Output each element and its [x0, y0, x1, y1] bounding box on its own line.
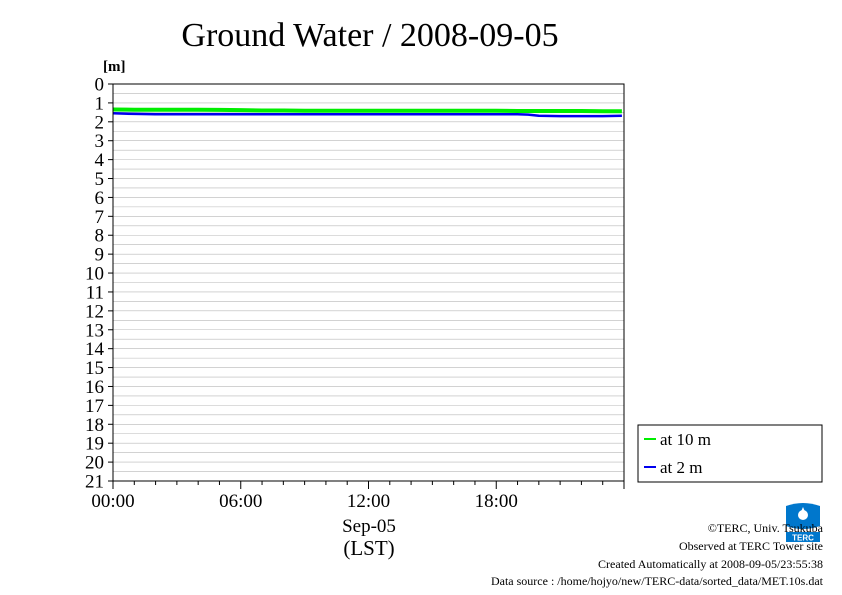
- series-line-at-2-m: [112, 112, 622, 118]
- x-axis-unit-label: (LST): [343, 536, 394, 560]
- y-tick-label: 15: [85, 358, 104, 379]
- x-tick-label: 12:00: [347, 491, 390, 512]
- x-tick-label: 06:00: [219, 491, 262, 512]
- y-tick-label: 5: [95, 169, 105, 190]
- y-tick-label: 12: [85, 301, 104, 322]
- y-tick-label: 4: [95, 150, 105, 171]
- legend-box: [637, 424, 823, 483]
- x-tick-label: 00:00: [91, 491, 134, 512]
- terc-logo-icon: TERC: [786, 503, 820, 543]
- x-tick-label: 18:00: [475, 491, 518, 512]
- legend-label-at-2m: at 2 m: [660, 458, 703, 477]
- legend: at 10 m at 2 m: [637, 424, 823, 483]
- series-line-at-10-m: [112, 107, 622, 114]
- grid-lines: [113, 83, 624, 482]
- y-tick-label: 14: [85, 339, 105, 360]
- footer-source: Data source : /home/hojyo/new/TERC-data/…: [490, 574, 823, 588]
- x-axis-ticks: 00:00 06:00 12:00 18:00: [91, 481, 625, 512]
- y-tick-label: 16: [85, 377, 104, 398]
- y-tick-label: 19: [85, 434, 104, 455]
- footer-copyright: ©TERC, Univ. Tsukuba: [707, 521, 823, 535]
- y-tick-label: 21: [85, 472, 104, 493]
- footer-observed: Observed at TERC Tower site: [678, 539, 823, 553]
- y-tick-label: 17: [85, 396, 104, 417]
- y-tick-label: 18: [85, 415, 104, 436]
- y-tick-label: 0: [95, 75, 105, 96]
- y-tick-label: 7: [95, 207, 105, 228]
- chart-title: Ground Water / 2008-09-05: [181, 17, 558, 54]
- y-tick-label: 13: [85, 320, 104, 341]
- y-tick-label: 3: [95, 131, 105, 152]
- series-lines: [112, 107, 622, 118]
- plot-frame: [112, 83, 625, 482]
- y-tick-label: 20: [85, 453, 104, 474]
- x-axis-date-label: Sep-05: [342, 516, 396, 537]
- legend-label-at-10m: at 10 m: [660, 430, 711, 449]
- logo-text: TERC: [792, 534, 814, 543]
- y-axis-unit-label: [m]: [103, 59, 126, 75]
- y-tick-label: 10: [85, 264, 104, 285]
- footer-created: Created Automatically at 2008-09-05/23:5…: [598, 557, 823, 571]
- y-tick-label: 8: [95, 226, 105, 247]
- y-tick-label: 6: [95, 188, 105, 209]
- y-tick-label: 9: [95, 245, 105, 266]
- y-tick-label: 11: [86, 282, 104, 303]
- y-tick-label: 2: [95, 112, 105, 133]
- y-tick-label: 1: [95, 93, 105, 114]
